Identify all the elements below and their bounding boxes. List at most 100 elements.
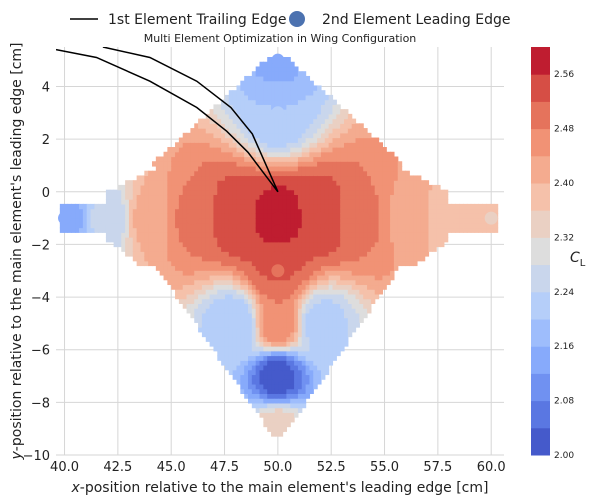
contour-cell <box>328 199 334 205</box>
contour-cell <box>274 90 280 96</box>
contour-cell <box>263 260 268 267</box>
contour-cell <box>305 99 311 105</box>
contour-cell <box>271 284 276 290</box>
contour-cell <box>301 90 307 96</box>
contour-cell <box>221 180 226 186</box>
contour-cell <box>313 256 318 262</box>
contour-cell <box>221 218 226 224</box>
contour-cell <box>263 165 268 172</box>
contour-cell <box>359 265 364 271</box>
contour-cell <box>359 232 364 238</box>
contour-cell <box>152 246 157 252</box>
contour-cell <box>263 350 268 357</box>
contour-cell <box>175 227 180 233</box>
contour-cell <box>286 241 291 248</box>
contour-cell <box>355 142 360 148</box>
contour-cell <box>297 350 303 357</box>
contour-cell <box>155 265 161 271</box>
contour-cell <box>301 327 307 333</box>
contour-cell <box>186 241 191 248</box>
contour-cell <box>363 161 368 167</box>
contour-cell <box>294 374 299 380</box>
contour-cell <box>305 237 311 243</box>
contour-cell <box>409 222 414 229</box>
contour-cell <box>336 165 341 172</box>
contour-cell <box>136 175 142 181</box>
contour-cell <box>182 251 188 257</box>
contour-cell <box>121 237 126 243</box>
contour-cell <box>209 142 215 148</box>
contour-cell <box>128 184 134 191</box>
contour-cell <box>251 336 257 342</box>
contour-cell <box>152 203 157 210</box>
contour-cell <box>236 147 241 153</box>
contour-cell <box>413 203 418 210</box>
contour-cell <box>152 222 157 229</box>
contour-cell <box>340 227 345 233</box>
contour-cell <box>244 104 249 110</box>
contour-cell <box>140 222 145 229</box>
colorbar-segment <box>531 400 550 429</box>
contour-cell <box>221 293 226 300</box>
colorbar-segment <box>531 237 550 266</box>
contour-cell <box>432 194 437 200</box>
contour-cell <box>267 260 272 267</box>
contour-cell <box>347 175 353 181</box>
contour-cell <box>344 118 349 124</box>
contour-cell <box>286 279 291 286</box>
contour-cell <box>182 274 188 281</box>
contour-cell <box>397 180 403 186</box>
contour-cell <box>294 336 299 342</box>
contour-cell <box>159 189 165 196</box>
contour-cell <box>194 128 199 134</box>
contour-cell <box>117 199 122 205</box>
contour-cell <box>347 232 353 238</box>
contour-cell <box>232 94 238 101</box>
contour-cell <box>317 194 322 200</box>
contour-cell <box>474 203 479 210</box>
contour-cell <box>198 170 203 177</box>
contour-cell <box>367 208 372 214</box>
contour-cell <box>301 237 307 243</box>
contour-cell <box>213 246 218 252</box>
contour-cell <box>148 208 153 214</box>
contour-cell <box>378 189 383 196</box>
contour-cell <box>248 322 253 328</box>
contour-cell <box>363 232 368 238</box>
contour-cell <box>359 260 364 267</box>
contour-cell <box>240 137 245 143</box>
contour-cell <box>232 312 238 319</box>
contour-cell <box>297 232 303 238</box>
contour-cell <box>132 180 138 186</box>
contour-cell <box>347 265 353 271</box>
contour-cell <box>324 203 330 210</box>
contour-cell <box>340 208 345 214</box>
contour-cell <box>401 232 407 238</box>
contour-cell <box>117 222 122 229</box>
contour-cell <box>221 165 226 172</box>
contour-cell <box>244 75 249 82</box>
contour-cell <box>155 218 161 224</box>
contour-cell <box>255 379 261 385</box>
contour-cell <box>236 175 241 181</box>
contour-cell <box>248 398 253 404</box>
contour-cell <box>125 227 130 233</box>
contour-cell <box>440 208 445 214</box>
contour-cell <box>209 132 215 139</box>
contour-cell <box>282 218 287 224</box>
contour-cell <box>297 279 303 286</box>
contour-cell <box>297 104 303 110</box>
contour-cell <box>309 331 314 338</box>
contour-cell <box>217 293 222 300</box>
contour-cell <box>367 265 372 271</box>
contour-cell <box>248 260 253 267</box>
contour-cell <box>344 246 349 252</box>
contour-cell <box>286 213 291 219</box>
contour-cell <box>344 237 349 243</box>
contour-cell <box>489 203 495 210</box>
contour-cell <box>340 298 345 304</box>
contour-cell <box>320 156 326 162</box>
contour-cell <box>209 237 215 243</box>
contour-cell <box>259 142 264 148</box>
contour-cell <box>128 232 134 238</box>
